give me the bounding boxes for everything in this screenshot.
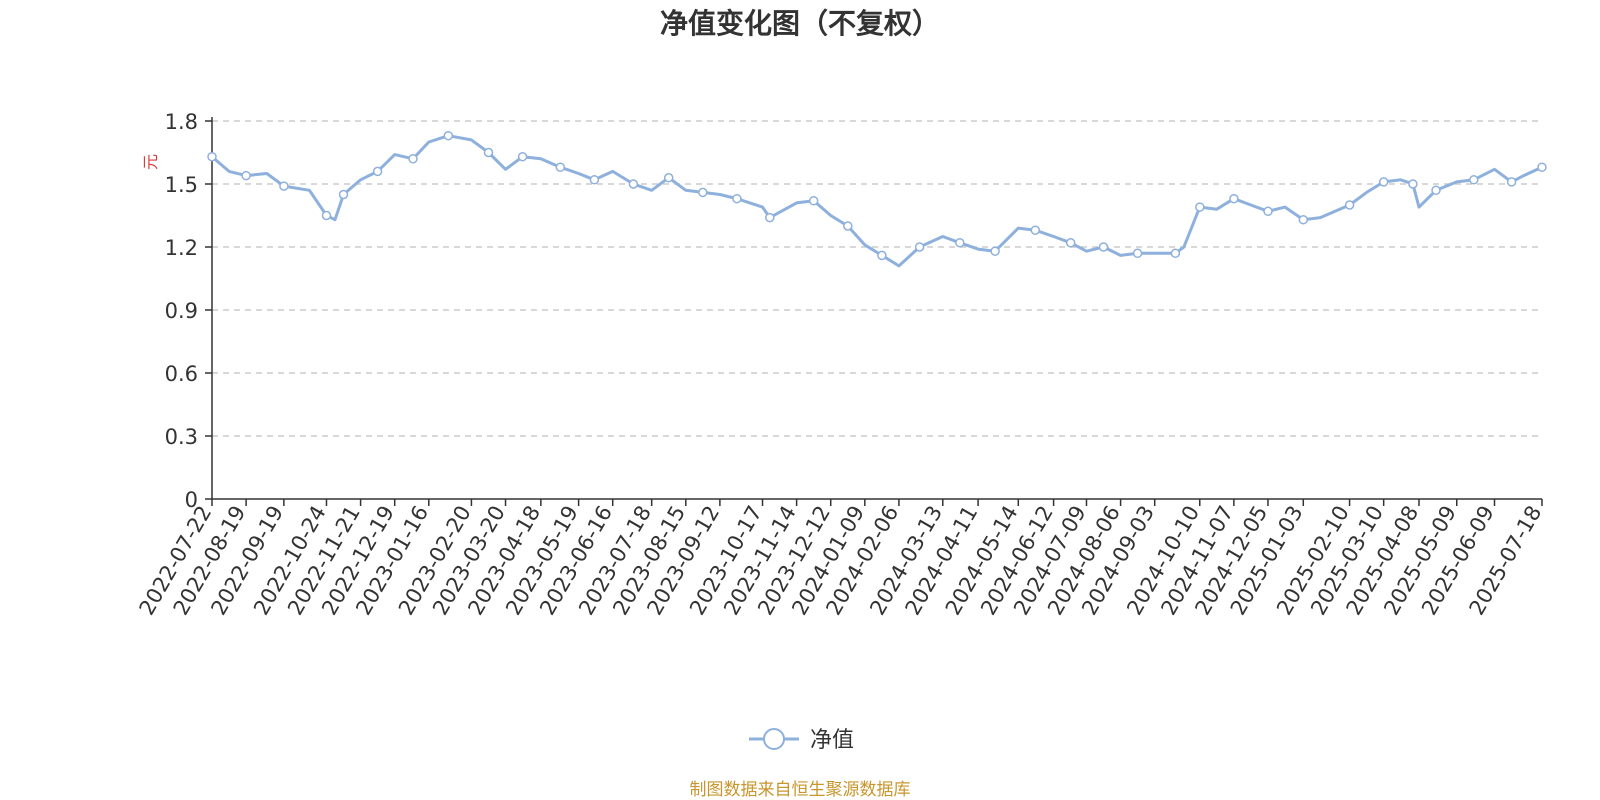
data-point[interactable] <box>408 154 418 164</box>
data-point[interactable] <box>1030 225 1041 235</box>
grid-lines <box>212 120 1542 437</box>
data-point[interactable] <box>1506 177 1517 187</box>
data-point[interactable] <box>1263 206 1273 217</box>
data-point[interactable] <box>732 193 742 204</box>
data-point[interactable] <box>517 151 528 162</box>
y-tick-label: 1.5 <box>165 173 198 197</box>
data-point[interactable] <box>765 212 775 223</box>
data-point[interactable] <box>1098 242 1109 252</box>
legend-marker-icon <box>763 728 785 750</box>
data-point[interactable] <box>808 196 819 206</box>
data-point[interactable] <box>279 181 289 191</box>
y-axis: 0 0.3 0.6 0.9 1.2 1.5 1.8 <box>165 110 213 512</box>
series-layer <box>207 130 1547 268</box>
data-point[interactable] <box>1065 238 1076 248</box>
data-point[interactable] <box>628 179 639 189</box>
y-tick-label: 1.8 <box>165 110 198 134</box>
data-point[interactable] <box>338 189 349 200</box>
data-point[interactable] <box>843 221 853 231</box>
data-point[interactable] <box>1378 177 1389 187</box>
y-tick-label: 0 <box>185 488 198 512</box>
x-axis: 2022-07-222022-08-192022-09-192022-10-24… <box>135 498 1546 619</box>
data-point[interactable] <box>372 166 383 177</box>
data-point[interactable] <box>443 130 454 141</box>
data-point[interactable] <box>207 151 217 162</box>
data-point[interactable] <box>663 172 674 183</box>
data-point[interactable] <box>1469 175 1479 185</box>
data-point[interactable] <box>914 242 925 252</box>
data-point[interactable] <box>241 170 251 181</box>
y-tick-label: 0.3 <box>165 425 198 449</box>
data-point[interactable] <box>1298 214 1309 225</box>
data-point[interactable] <box>1408 179 1418 189</box>
source-note: 制图数据来自恒生聚源数据库 <box>690 780 911 800</box>
data-point[interactable] <box>555 162 566 172</box>
data-point[interactable] <box>1195 202 1205 212</box>
data-point[interactable] <box>1431 185 1441 196</box>
data-point[interactable] <box>483 147 494 158</box>
data-point[interactable] <box>877 250 887 261</box>
data-point[interactable] <box>589 175 600 185</box>
data-point[interactable] <box>1344 200 1355 210</box>
y-axis-unit: 元 <box>141 154 160 170</box>
data-point[interactable] <box>955 238 965 248</box>
data-point[interactable] <box>698 187 708 198</box>
data-point[interactable] <box>1229 193 1239 204</box>
data-point[interactable] <box>1537 162 1547 172</box>
data-point[interactable] <box>1170 248 1181 259</box>
data-point[interactable] <box>321 210 332 221</box>
legend[interactable]: 净值 <box>749 728 854 753</box>
y-tick-label: 0.6 <box>165 362 198 386</box>
chart-title: 净值变化图（不复权） <box>660 7 940 40</box>
y-tick-label: 0.9 <box>165 299 198 323</box>
y-tick-label: 1.2 <box>165 236 198 260</box>
legend-label: 净值 <box>810 728 854 753</box>
data-point[interactable] <box>1132 248 1143 259</box>
data-point[interactable] <box>990 246 1000 256</box>
